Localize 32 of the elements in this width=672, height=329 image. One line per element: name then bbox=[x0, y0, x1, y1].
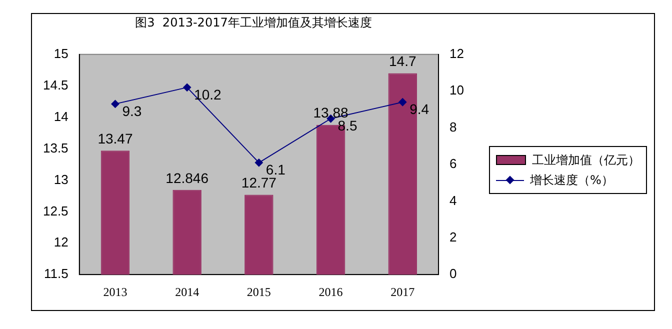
y-tick-label: 12.5 bbox=[42, 203, 68, 218]
legend-label: 增长速度（%） bbox=[530, 172, 614, 188]
x-tick-label: 2016 bbox=[318, 284, 343, 299]
y-tick-label: 14.5 bbox=[42, 77, 68, 92]
y2-tick-label: 10 bbox=[450, 82, 464, 98]
y2-tick-label: 0 bbox=[450, 266, 457, 282]
y-tick-label: 13 bbox=[54, 172, 68, 187]
x-tick-label: 2013 bbox=[103, 284, 128, 299]
data-label: 12.846 bbox=[166, 170, 209, 186]
point bbox=[398, 98, 407, 106]
y-tick-label: 12 bbox=[54, 234, 68, 250]
x-tick-label: 2015 bbox=[246, 284, 271, 299]
legend-label: 工业增加值（亿元） bbox=[532, 152, 640, 168]
y-tick-label: 14 bbox=[54, 108, 68, 124]
y2-tick-label: 8 bbox=[450, 119, 457, 134]
y2-tick-label: 2 bbox=[450, 229, 457, 244]
y2-tick-label: 6 bbox=[450, 156, 457, 172]
y2-tick-label: 4 bbox=[450, 192, 457, 208]
point bbox=[183, 83, 192, 92]
data-label: 13.47 bbox=[98, 130, 133, 147]
x-tick-label: 2017 bbox=[390, 284, 415, 299]
data-label: 9.3 bbox=[122, 102, 142, 119]
chart-title: 图3 2013-2017年工业增加值及其增长速度 bbox=[135, 15, 372, 30]
point bbox=[111, 100, 120, 108]
x-tick-label: 2014 bbox=[175, 284, 200, 299]
y-tick-label: 11.5 bbox=[44, 266, 68, 282]
data-label: 14.7 bbox=[388, 53, 416, 70]
point bbox=[254, 158, 263, 167]
data-label: 10.2 bbox=[194, 86, 222, 102]
y-tick-label: 15 bbox=[54, 46, 68, 61]
y-tick-label: 13.5 bbox=[42, 140, 68, 156]
y2-tick-label: 12 bbox=[450, 46, 464, 61]
